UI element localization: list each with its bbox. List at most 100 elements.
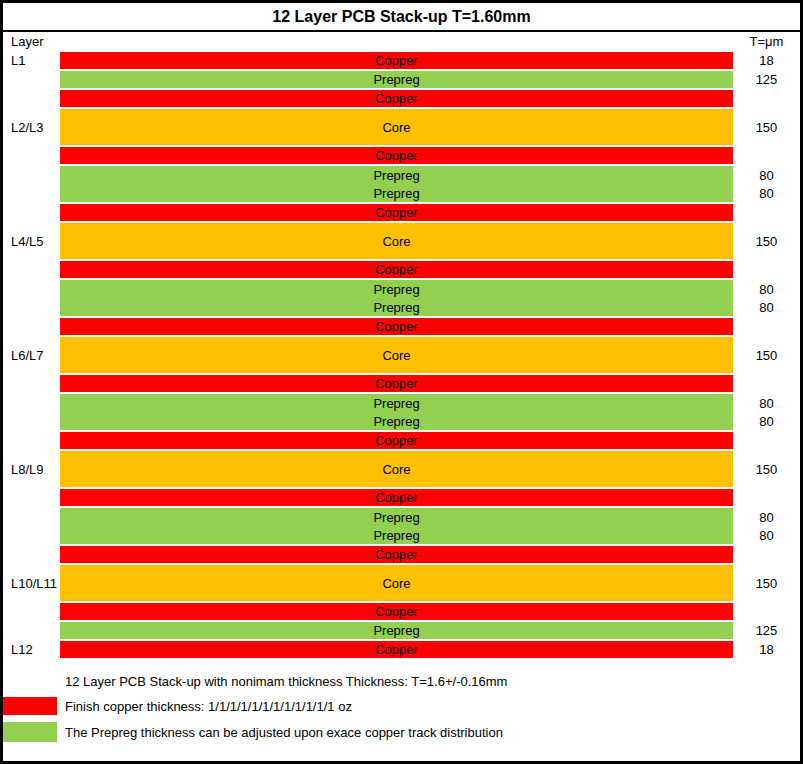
core-bar: Core <box>60 565 733 601</box>
bar-label: Copper <box>60 318 733 335</box>
layer-label <box>3 546 60 563</box>
layer-label <box>3 204 60 221</box>
bar-cell: Core <box>60 223 733 259</box>
layer-label <box>3 71 60 88</box>
thickness-value-line: 80 <box>733 526 800 544</box>
bar-cell: Core <box>60 109 733 145</box>
bar-cell: Copper <box>60 546 733 563</box>
bar-cell: Copper <box>60 90 733 107</box>
thickness-value-line: 80 <box>733 394 800 412</box>
thickness-value: 8080 <box>733 394 800 430</box>
prepreg-bar: PrepregPrepreg <box>60 394 733 430</box>
thickness-value <box>733 489 800 506</box>
copper-bar: Copper <box>60 90 733 107</box>
thickness-value-line: 80 <box>733 412 800 430</box>
bar-label: Copper <box>60 375 733 392</box>
stack-row: L2/L3Core150 <box>3 109 800 145</box>
thickness-value: 8080 <box>733 166 800 202</box>
thickness-value: 150 <box>733 109 800 145</box>
bar-label: Prepreg <box>60 412 733 430</box>
thickness-value-line: 18 <box>733 641 800 658</box>
bar-cell: PrepregPrepreg <box>60 166 733 202</box>
bar-label: Prepreg <box>60 298 733 316</box>
layer-label: L2/L3 <box>3 109 60 145</box>
bar-label: Core <box>60 337 733 373</box>
bar-cell: Copper <box>60 375 733 392</box>
stack-row: L12Copper18 <box>3 641 800 658</box>
layer-label <box>3 508 60 544</box>
stack-row: Copper <box>3 318 800 335</box>
layer-label <box>3 318 60 335</box>
thickness-value <box>733 603 800 620</box>
layer-label: L10/L11 <box>3 565 60 601</box>
pcb-stackup-panel: 12 Layer PCB Stack-up T=1.60mm Layer T=μ… <box>0 0 803 764</box>
bar-label: Copper <box>60 204 733 221</box>
bar-cell: Copper <box>60 318 733 335</box>
legend-copper-text: Finish copper thickness: 1/1/1/1/1/1/1/1… <box>65 699 352 714</box>
layer-label <box>3 261 60 278</box>
bar-label: Prepreg <box>60 394 733 412</box>
stack-row: Copper <box>3 147 800 164</box>
bar-cell: Core <box>60 451 733 487</box>
layer-label: L1 <box>3 52 60 69</box>
bar-cell: Core <box>60 337 733 373</box>
layer-label <box>3 166 60 202</box>
bar-cell: Copper <box>60 641 733 658</box>
stack-row: PrepregPrepreg8080 <box>3 166 800 202</box>
bar-label: Copper <box>60 546 733 563</box>
bar-label: Prepreg <box>60 508 733 526</box>
stack-row: PrepregPrepreg8080 <box>3 508 800 544</box>
bar-cell: Copper <box>60 603 733 620</box>
stack-row: L6/L7Core150 <box>3 337 800 373</box>
thickness-value-line: 80 <box>733 508 800 526</box>
bar-label: Core <box>60 223 733 259</box>
bar-label: Prepreg <box>60 71 733 88</box>
prepreg-bar: PrepregPrepreg <box>60 508 733 544</box>
bar-label: Copper <box>60 261 733 278</box>
core-bar: Core <box>60 451 733 487</box>
copper-bar: Copper <box>60 641 733 658</box>
stack-row: Prepreg125 <box>3 622 800 639</box>
bar-label: Core <box>60 451 733 487</box>
copper-bar: Copper <box>60 204 733 221</box>
thickness-value-line: 18 <box>733 52 800 69</box>
layer-label <box>3 432 60 449</box>
legend-item-copper: Finish copper thickness: 1/1/1/1/1/1/1/1… <box>3 697 800 715</box>
layer-column-header: Layer <box>3 34 60 49</box>
core-bar: Core <box>60 223 733 259</box>
stack-row: Prepreg125 <box>3 71 800 88</box>
bar-label: Prepreg <box>60 184 733 202</box>
stack-row: Copper <box>3 432 800 449</box>
thickness-value: 8080 <box>733 508 800 544</box>
copper-swatch <box>3 697 57 715</box>
stack-row: L4/L5Core150 <box>3 223 800 259</box>
bar-cell: PrepregPrepreg <box>60 508 733 544</box>
copper-bar: Copper <box>60 603 733 620</box>
stack-row: PrepregPrepreg8080 <box>3 280 800 316</box>
thickness-value: 18 <box>733 641 800 658</box>
layer-label <box>3 90 60 107</box>
layer-label: L4/L5 <box>3 223 60 259</box>
stack-row: Copper <box>3 375 800 392</box>
layer-label <box>3 280 60 316</box>
thickness-value <box>733 432 800 449</box>
bar-label: Prepreg <box>60 166 733 184</box>
bar-label: Prepreg <box>60 280 733 298</box>
bar-cell: Copper <box>60 204 733 221</box>
thickness-value-line: 150 <box>733 565 800 601</box>
bar-label: Core <box>60 109 733 145</box>
thickness-value-line: 80 <box>733 298 800 316</box>
bar-label: Core <box>60 565 733 601</box>
thickness-value-line: 80 <box>733 166 800 184</box>
thickness-value <box>733 375 800 392</box>
bar-cell: Prepreg <box>60 622 733 639</box>
bar-label: Prepreg <box>60 622 733 639</box>
bar-label: Copper <box>60 641 733 658</box>
copper-bar: Copper <box>60 318 733 335</box>
thickness-value <box>733 90 800 107</box>
bar-label: Copper <box>60 603 733 620</box>
thickness-value-line: 150 <box>733 223 800 259</box>
thickness-value-line: 125 <box>733 622 800 639</box>
thickness-value <box>733 204 800 221</box>
thickness-value-line: 150 <box>733 109 800 145</box>
